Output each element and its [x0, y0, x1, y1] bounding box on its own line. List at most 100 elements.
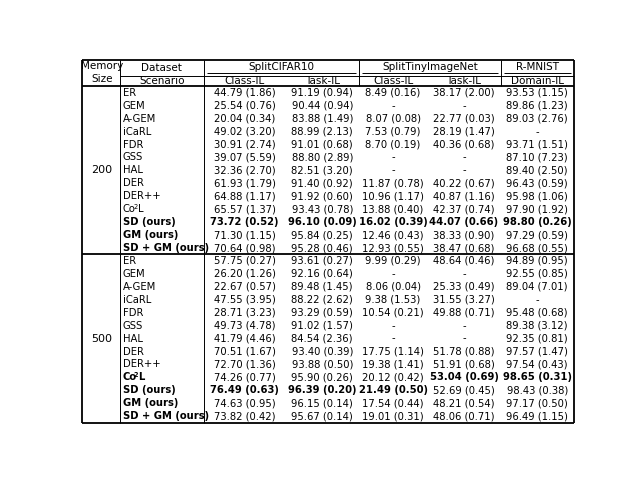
Text: SplitTinyImageNet: SplitTinyImageNet	[382, 62, 478, 72]
Text: HAL: HAL	[123, 334, 143, 344]
Text: -: -	[462, 165, 466, 175]
Text: 2: 2	[134, 204, 138, 210]
Text: ER: ER	[123, 256, 136, 266]
Text: 88.22 (2.62): 88.22 (2.62)	[291, 295, 353, 305]
Text: 89.40 (2.50): 89.40 (2.50)	[506, 165, 568, 175]
Text: 97.17 (0.50): 97.17 (0.50)	[506, 398, 568, 408]
Text: 16.02 (0.39): 16.02 (0.39)	[359, 217, 428, 227]
Text: DER++: DER++	[123, 191, 160, 201]
Text: GSS: GSS	[123, 321, 143, 331]
Text: 30.91 (2.74): 30.91 (2.74)	[214, 140, 275, 149]
Text: Task-IL: Task-IL	[305, 76, 340, 86]
Text: 8.70 (0.19): 8.70 (0.19)	[365, 140, 420, 149]
Text: 97.90 (1.92): 97.90 (1.92)	[506, 204, 568, 214]
Text: SD (ours): SD (ours)	[123, 217, 175, 227]
Text: 97.57 (1.47): 97.57 (1.47)	[506, 347, 568, 357]
Text: 89.38 (3.12): 89.38 (3.12)	[506, 321, 568, 331]
Text: 48.21 (0.54): 48.21 (0.54)	[433, 398, 495, 408]
Text: 97.54 (0.43): 97.54 (0.43)	[506, 360, 568, 370]
Text: 93.40 (0.39): 93.40 (0.39)	[291, 347, 353, 357]
Text: 11.87 (0.78): 11.87 (0.78)	[362, 178, 424, 188]
Text: 28.71 (3.23): 28.71 (3.23)	[214, 308, 275, 318]
Text: 98.65 (0.31): 98.65 (0.31)	[503, 373, 572, 382]
Text: 91.40 (0.92): 91.40 (0.92)	[291, 178, 353, 188]
Text: 96.68 (0.55): 96.68 (0.55)	[506, 243, 568, 253]
Text: 44.07 (0.66): 44.07 (0.66)	[429, 217, 499, 227]
Text: 73.82 (0.42): 73.82 (0.42)	[214, 411, 275, 421]
Text: -: -	[462, 101, 466, 111]
Text: Domain-IL: Domain-IL	[511, 76, 564, 86]
Text: 70.64 (0.98): 70.64 (0.98)	[214, 243, 275, 253]
Text: 49.88 (0.71): 49.88 (0.71)	[433, 308, 495, 318]
Text: -: -	[462, 334, 466, 344]
Text: 72.70 (1.36): 72.70 (1.36)	[214, 360, 276, 370]
Text: 92.55 (0.85): 92.55 (0.85)	[506, 269, 568, 279]
Text: 40.36 (0.68): 40.36 (0.68)	[433, 140, 495, 149]
Text: 74.26 (0.77): 74.26 (0.77)	[214, 373, 276, 382]
Text: 89.86 (1.23): 89.86 (1.23)	[506, 101, 568, 111]
Text: 38.47 (0.68): 38.47 (0.68)	[433, 243, 495, 253]
Text: 71.30 (1.15): 71.30 (1.15)	[214, 230, 276, 240]
Text: 89.48 (1.45): 89.48 (1.45)	[291, 282, 353, 292]
Text: FDR: FDR	[123, 140, 143, 149]
Text: 48.64 (0.46): 48.64 (0.46)	[433, 256, 495, 266]
Text: 500: 500	[92, 334, 112, 344]
Text: 95.28 (0.46): 95.28 (0.46)	[291, 243, 353, 253]
Text: 8.07 (0.08): 8.07 (0.08)	[365, 114, 420, 124]
Text: A-GEM: A-GEM	[123, 114, 156, 124]
Text: SD + GM (ours): SD + GM (ours)	[123, 411, 209, 421]
Text: 95.84 (0.25): 95.84 (0.25)	[291, 230, 353, 240]
Text: 96.39 (0.20): 96.39 (0.20)	[288, 385, 356, 395]
Text: 82.51 (3.20): 82.51 (3.20)	[291, 165, 353, 175]
Text: 8.49 (0.16): 8.49 (0.16)	[365, 88, 420, 98]
Text: 10.54 (0.21): 10.54 (0.21)	[362, 308, 424, 318]
Text: 17.75 (1.14): 17.75 (1.14)	[362, 347, 424, 357]
Text: 64.88 (1.17): 64.88 (1.17)	[214, 191, 275, 201]
Text: 31.55 (3.27): 31.55 (3.27)	[433, 295, 495, 305]
Text: 97.29 (0.59): 97.29 (0.59)	[506, 230, 568, 240]
Text: 25.33 (0.49): 25.33 (0.49)	[433, 282, 495, 292]
Text: 42.37 (0.74): 42.37 (0.74)	[433, 204, 495, 214]
Text: 91.19 (0.94): 91.19 (0.94)	[291, 88, 353, 98]
Text: 70.51 (1.67): 70.51 (1.67)	[214, 347, 276, 357]
Text: ER: ER	[123, 88, 136, 98]
Text: 26.20 (1.26): 26.20 (1.26)	[214, 269, 276, 279]
Text: 32.36 (2.70): 32.36 (2.70)	[214, 165, 275, 175]
Text: Co: Co	[123, 373, 137, 382]
Text: 57.75 (0.27): 57.75 (0.27)	[214, 256, 276, 266]
Text: 20.04 (0.34): 20.04 (0.34)	[214, 114, 275, 124]
Text: Class-IL: Class-IL	[373, 76, 413, 86]
Text: 73.72 (0.52): 73.72 (0.52)	[211, 217, 279, 227]
Text: R-MNIST: R-MNIST	[516, 62, 559, 72]
Text: DER: DER	[123, 347, 143, 357]
Text: 48.06 (0.71): 48.06 (0.71)	[433, 411, 495, 421]
Text: A-GEM: A-GEM	[123, 282, 156, 292]
Text: 89.04 (7.01): 89.04 (7.01)	[506, 282, 568, 292]
Text: 17.54 (0.44): 17.54 (0.44)	[362, 398, 424, 408]
Text: 93.71 (1.51): 93.71 (1.51)	[506, 140, 568, 149]
Text: -: -	[462, 152, 466, 162]
Text: 98.43 (0.38): 98.43 (0.38)	[507, 385, 568, 395]
Text: 87.10 (7.23): 87.10 (7.23)	[506, 152, 568, 162]
Text: 19.38 (1.41): 19.38 (1.41)	[362, 360, 424, 370]
Text: L: L	[138, 373, 144, 382]
Text: 40.22 (0.67): 40.22 (0.67)	[433, 178, 495, 188]
Text: GSS: GSS	[123, 152, 143, 162]
Text: 91.01 (0.68): 91.01 (0.68)	[291, 140, 353, 149]
Text: 94.89 (0.95): 94.89 (0.95)	[506, 256, 568, 266]
Text: GEM: GEM	[123, 101, 145, 111]
Text: SD + GM (ours): SD + GM (ours)	[123, 243, 209, 253]
Text: 53.04 (0.69): 53.04 (0.69)	[429, 373, 499, 382]
Text: 76.49 (0.63): 76.49 (0.63)	[211, 385, 279, 395]
Text: 93.29 (0.59): 93.29 (0.59)	[291, 308, 353, 318]
Text: 38.17 (2.00): 38.17 (2.00)	[433, 88, 495, 98]
Text: 41.79 (4.46): 41.79 (4.46)	[214, 334, 275, 344]
Text: -: -	[391, 334, 395, 344]
Text: 95.98 (1.06): 95.98 (1.06)	[506, 191, 568, 201]
Text: 88.99 (2.13): 88.99 (2.13)	[291, 127, 353, 136]
Text: Co: Co	[123, 204, 136, 214]
Text: -: -	[536, 127, 539, 136]
Text: -: -	[462, 321, 466, 331]
Text: Memory
Size: Memory Size	[81, 61, 123, 84]
Text: 93.43 (0.78): 93.43 (0.78)	[291, 204, 353, 214]
